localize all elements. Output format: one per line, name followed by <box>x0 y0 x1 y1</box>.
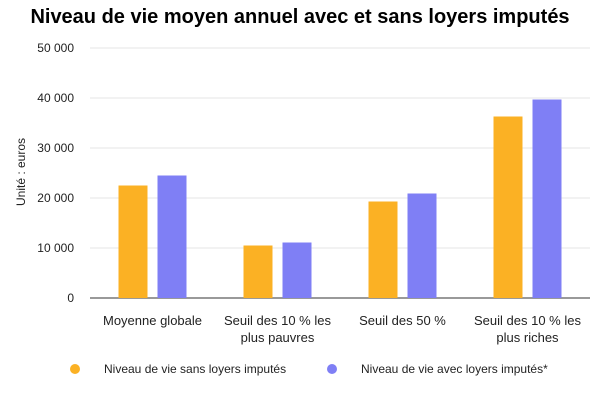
y-tick-label: 10 000 <box>37 241 74 255</box>
legend-label-sans-loyers: Niveau de vie sans loyers imputés <box>104 362 287 376</box>
x-axis: Moyenne globale Seuil des 10 % les plus pa… <box>103 313 581 345</box>
legend-item-sans-loyers: Niveau de vie sans loyers imputés <box>70 362 286 376</box>
y-tick-label: 30 000 <box>37 141 74 155</box>
bars <box>118 99 562 298</box>
legend-swatch-sans-loyers <box>70 364 80 374</box>
legend-swatch-avec-loyers <box>327 364 337 374</box>
bar-avec-loyers <box>282 242 312 298</box>
bar-sans-loyers <box>118 185 148 298</box>
y-tick-label: 0 <box>67 291 74 305</box>
bar-avec-loyers <box>157 175 187 298</box>
bar-avec-loyers <box>407 193 437 298</box>
x-tick-label: Moyenne globale <box>103 313 202 328</box>
x-tick-label: plus riches <box>496 330 559 345</box>
legend: Niveau de vie sans loyers imputés Niveau… <box>0 362 600 380</box>
x-tick-label: Seuil des 10 % les <box>474 313 581 328</box>
y-tick-label: 40 000 <box>37 91 74 105</box>
bar-sans-loyers <box>368 201 398 298</box>
y-tick-label: 20 000 <box>37 191 74 205</box>
bar-sans-loyers <box>243 245 273 298</box>
bar-avec-loyers <box>532 99 562 298</box>
bar-sans-loyers <box>493 116 523 298</box>
y-axis-label: Unité : euros <box>14 138 28 206</box>
x-tick-label: plus pauvres <box>241 330 315 345</box>
legend-label-avec-loyers: Niveau de vie avec loyers imputés* <box>361 362 548 376</box>
x-tick-label: Seuil des 10 % les <box>224 313 331 328</box>
chart-title: Niveau de vie moyen annuel avec et sans … <box>30 6 570 28</box>
y-axis: 0 10 000 20 000 30 000 40 000 50 000 <box>37 41 74 305</box>
legend-item-avec-loyers: Niveau de vie avec loyers imputés* <box>327 362 548 376</box>
x-tick-label: Seuil des 50 % <box>359 313 446 328</box>
y-tick-label: 50 000 <box>37 41 74 55</box>
